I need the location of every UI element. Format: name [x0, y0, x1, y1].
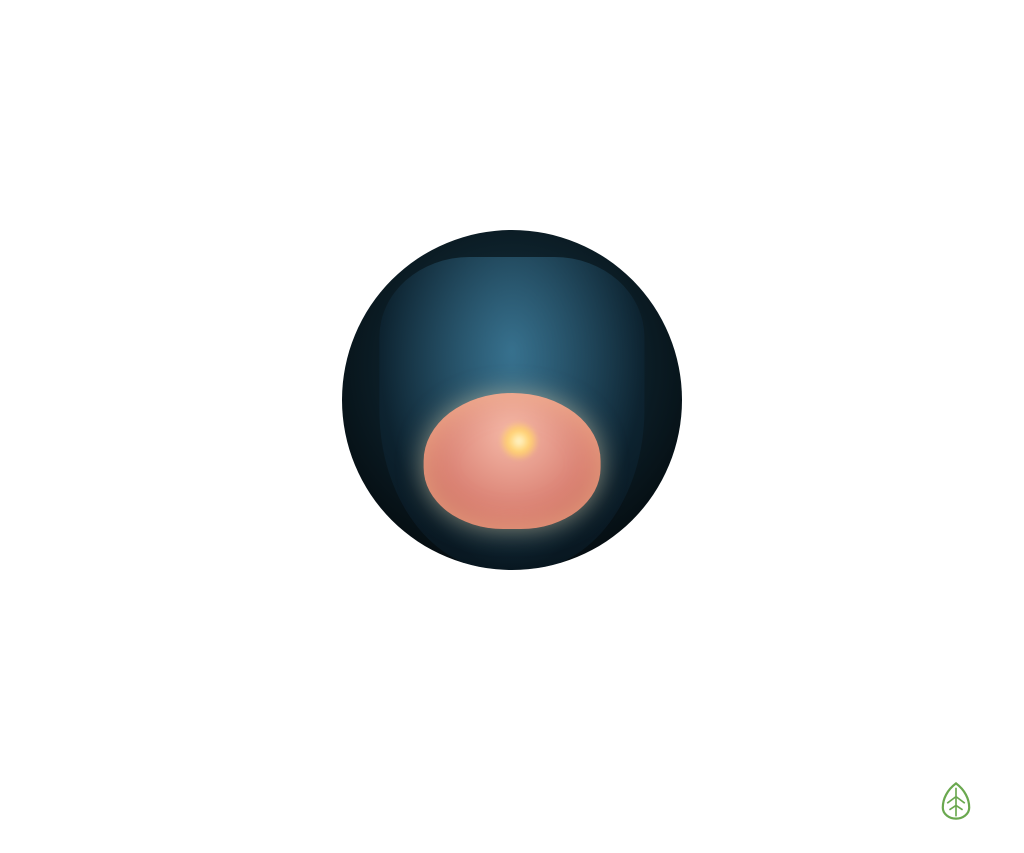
connector-normal — [118, 134, 308, 136]
intestine-shape — [424, 393, 601, 529]
brand-logo — [934, 779, 984, 823]
body-illustration — [342, 230, 682, 570]
leaf-icon — [934, 779, 978, 823]
connector-patogen — [409, 655, 464, 716]
connector-patobio — [696, 134, 916, 136]
connector-patogen — [298, 714, 548, 716]
page-title — [0, 0, 1024, 18]
central-ring — [292, 180, 732, 620]
gut-glow — [499, 421, 539, 461]
